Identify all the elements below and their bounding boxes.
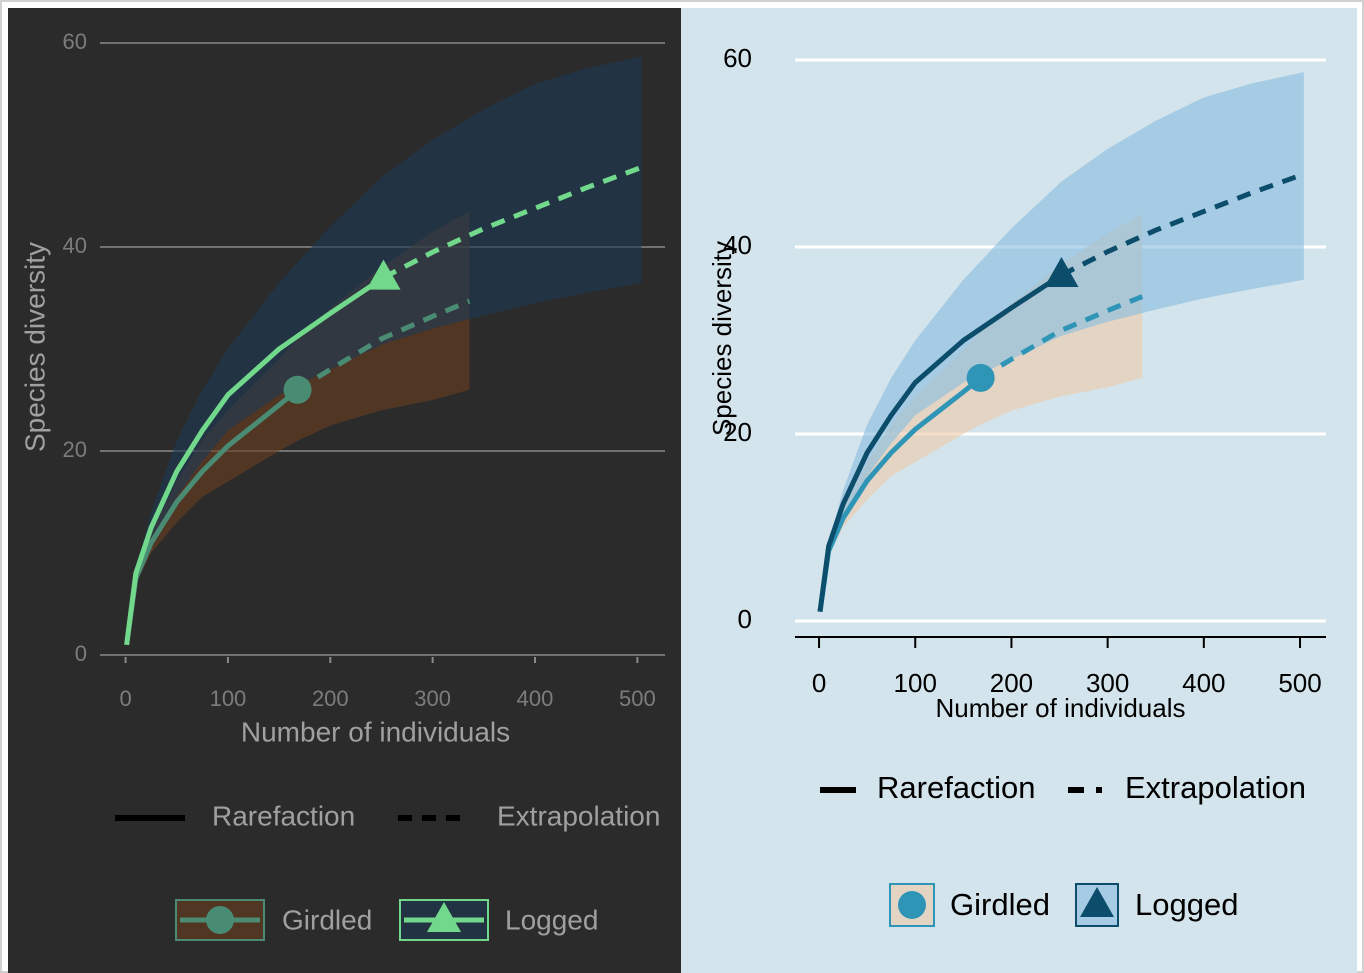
x-tick-label: 200 <box>990 668 1033 698</box>
observed-marker <box>366 259 401 290</box>
legend-label: Rarefaction <box>877 770 1036 805</box>
rarefaction-line <box>124 275 385 646</box>
x-tick-label: 0 <box>812 668 826 698</box>
x-tick-label: 300 <box>414 686 451 711</box>
legend-label: Extrapolation <box>497 800 660 831</box>
legend-marker <box>898 891 926 919</box>
rarefaction-line <box>817 272 1063 612</box>
y-tick-label: 0 <box>75 641 87 666</box>
observed-marker <box>966 363 995 392</box>
legend-label: Rarefaction <box>212 800 355 831</box>
x-tick-label: 400 <box>517 686 554 711</box>
x-axis-title: Number of individuals <box>935 693 1185 723</box>
legend-marker <box>1080 887 1114 917</box>
legend-label: Girdled <box>282 904 372 935</box>
y-tick-label: 0 <box>738 604 752 634</box>
legend-marker <box>206 906 234 934</box>
y-tick-label: 60 <box>63 29 87 54</box>
y-tick-label: 40 <box>63 233 87 258</box>
confidence-band <box>820 72 1304 612</box>
legend-label: Girdled <box>950 887 1050 922</box>
extrapolation-line <box>296 298 471 392</box>
extrapolation-line <box>1060 171 1305 278</box>
x-tick-label: 200 <box>312 686 349 711</box>
extrapolation-line <box>979 294 1144 381</box>
rarefaction-line <box>817 375 983 613</box>
rarefaction-line <box>124 387 300 646</box>
legend-label: Logged <box>1135 887 1238 922</box>
panel: 0 20 40 60 0 100 200 300 400 500 Number of individ… <box>8 8 681 973</box>
x-tick-label: 100 <box>210 686 247 711</box>
y-axis-title: Species diversity <box>19 242 50 452</box>
x-tick-label: 400 <box>1182 668 1225 698</box>
legend-marker <box>427 902 461 932</box>
x-tick-label: 100 <box>894 668 937 698</box>
y-tick-label: 20 <box>723 417 752 447</box>
y-axis-title: Species diversity <box>707 241 737 436</box>
legend-label: Extrapolation <box>1125 770 1306 805</box>
observed-marker <box>1044 257 1079 288</box>
y-tick-label: 20 <box>63 437 87 462</box>
observed-marker <box>283 375 312 404</box>
legend-label: Logged <box>505 904 598 935</box>
confidence-band <box>126 56 642 645</box>
panel: 0 20 40 60 0 100 200 300 400 500 Number of individ… <box>681 8 1357 973</box>
y-tick-label: 40 <box>723 230 752 260</box>
x-axis-title: Number of individuals <box>241 716 510 747</box>
x-tick-label: 500 <box>619 686 656 711</box>
x-tick-label: 500 <box>1278 668 1321 698</box>
y-tick-label: 60 <box>723 43 752 73</box>
x-tick-label: 0 <box>119 686 131 711</box>
x-tick-label: 300 <box>1086 668 1129 698</box>
